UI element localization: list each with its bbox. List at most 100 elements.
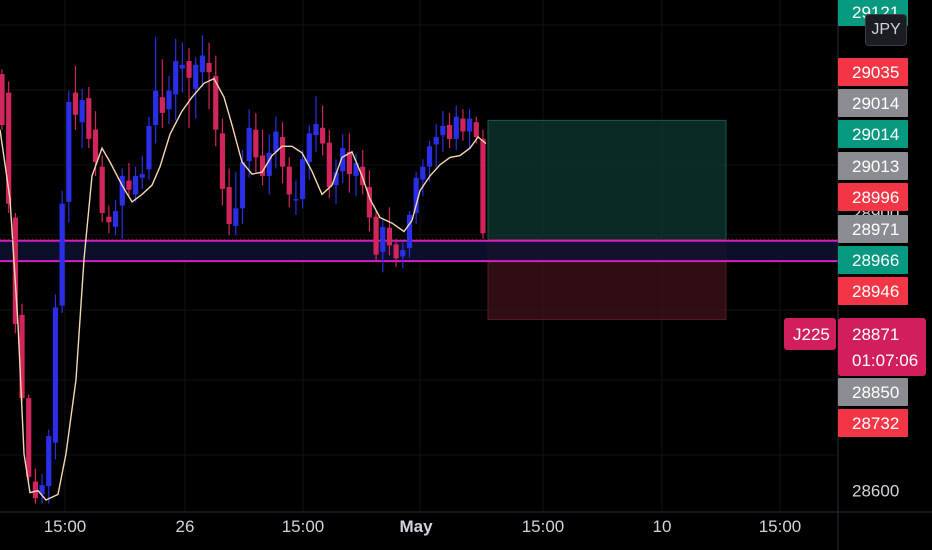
candle: [32, 468, 38, 504]
time-tick-label: 15:00: [44, 517, 87, 536]
candle: [146, 116, 152, 180]
candle: [253, 112, 259, 173]
candle: [286, 157, 292, 208]
candle: [233, 172, 239, 236]
time-tick-label: 26: [176, 517, 195, 536]
svg-text:28871: 28871: [852, 325, 899, 344]
candle: [380, 220, 386, 273]
candle: [440, 111, 446, 152]
candle: [153, 37, 159, 144]
currency-badge[interactable]: JPY: [865, 14, 907, 46]
candle: [340, 134, 346, 184]
candle: [306, 125, 312, 180]
svg-text:29014: 29014: [852, 125, 899, 144]
svg-text:J225: J225: [793, 325, 830, 344]
candle: [266, 134, 272, 195]
candle: [86, 87, 92, 149]
time-tick-label: 15:00: [759, 517, 802, 536]
candle: [106, 205, 112, 234]
profit-area[interactable]: [487, 119, 727, 241]
bar-countdown: 01:07:06: [852, 351, 918, 370]
candle: [112, 200, 119, 236]
candle: [366, 170, 372, 232]
price-level-label: 28971: [838, 215, 908, 243]
candle: [166, 75, 172, 125]
candle: [139, 155, 145, 189]
moving-average-line: [0, 77, 487, 501]
candle: [59, 190, 65, 313]
candle: [426, 140, 433, 182]
candle: [453, 105, 459, 150]
time-tick-label: May: [399, 517, 433, 536]
price-level-label: 28732: [838, 409, 908, 437]
candle: [79, 88, 85, 149]
long-position-tool[interactable]: [487, 119, 727, 320]
candle: [259, 129, 266, 186]
candle: [346, 133, 352, 193]
time-tick-label: 15:00: [522, 517, 565, 536]
price-axis-labels: 2912129035290142901429013289962897128966…: [838, 0, 908, 437]
candle: [186, 48, 192, 128]
time-tick-label: 15:00: [282, 517, 325, 536]
svg-text:29014: 29014: [852, 94, 899, 113]
svg-text:28966: 28966: [852, 251, 899, 270]
candle: [19, 303, 25, 403]
current-price-label: 28871 01:07:06: [838, 318, 926, 376]
price-level-label: 28850: [838, 378, 908, 406]
candle: [386, 207, 393, 256]
candle: [460, 109, 466, 141]
price-tick-label: 28600: [852, 482, 899, 501]
candle: [126, 162, 132, 197]
candle: [39, 474, 45, 504]
candle: [293, 180, 299, 215]
candle: [179, 42, 185, 93]
candle: [193, 57, 199, 119]
candle: [46, 429, 52, 504]
candle: [300, 150, 306, 209]
candle: [206, 42, 212, 110]
candle: [72, 65, 79, 130]
zone-fill: [0, 240, 838, 262]
symbol-code-tag: J225: [784, 318, 836, 350]
candle: [333, 159, 339, 204]
candle: [0, 69, 5, 130]
time-axis: 15:00 26 15:00 May 15:00 10 15:00: [44, 517, 802, 536]
price-level-label: 28996: [838, 183, 908, 211]
current-price-tag: J225 28871 01:07:06: [784, 318, 926, 376]
candle: [433, 124, 439, 167]
svg-text:29035: 29035: [852, 63, 899, 82]
candle: [320, 105, 326, 156]
support-zone[interactable]: [0, 239, 838, 263]
candle: [159, 59, 165, 128]
candle: [133, 166, 139, 202]
price-level-label: 29013: [838, 152, 908, 180]
candle: [173, 38, 179, 121]
svg-text:28732: 28732: [852, 414, 899, 433]
svg-text:29013: 29013: [852, 157, 899, 176]
candle: [279, 122, 286, 184]
svg-text:28996: 28996: [852, 188, 899, 207]
candle: [313, 96, 319, 152]
candle: [66, 90, 72, 223]
candle: [273, 116, 279, 169]
price-level-label: 29014: [838, 89, 908, 117]
candle: [199, 35, 205, 88]
candle: [373, 211, 379, 262]
candle: [406, 211, 413, 258]
price-level-label: 29014: [838, 120, 908, 148]
candle: [400, 242, 406, 269]
svg-text:28971: 28971: [852, 220, 899, 239]
candle: [26, 394, 32, 482]
candlestick-series: [0, 35, 486, 504]
svg-text:28850: 28850: [852, 383, 899, 402]
candle: [99, 155, 105, 223]
candle: [213, 55, 219, 147]
price-level-label: 28946: [838, 277, 908, 305]
time-tick-label: 10: [653, 517, 672, 536]
candle: [420, 159, 426, 197]
svg-text:28946: 28946: [852, 282, 899, 301]
candle: [413, 172, 419, 225]
candle: [246, 109, 252, 178]
candle: [446, 112, 453, 149]
